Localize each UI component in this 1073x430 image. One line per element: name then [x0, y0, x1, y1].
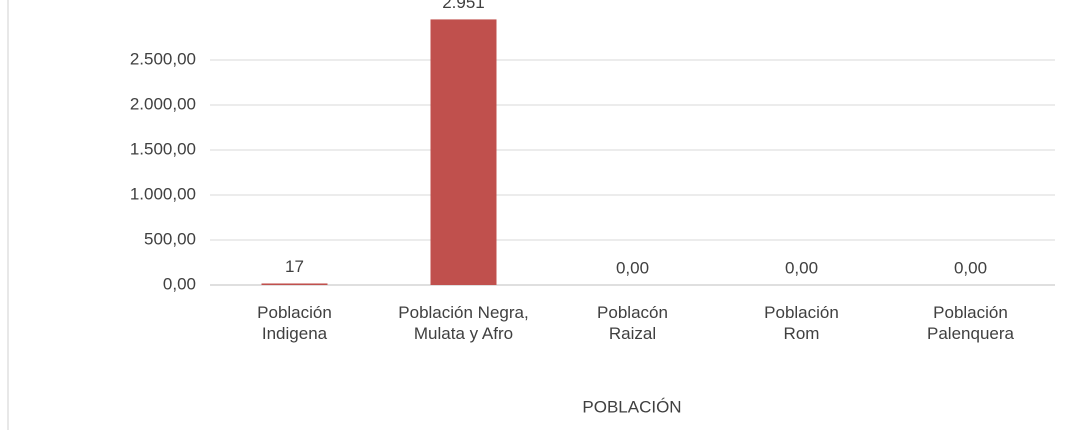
bar [261, 283, 328, 285]
y-tick-label: 0,00 [163, 274, 196, 293]
x-tick-label: Población Palenquera [927, 303, 1014, 343]
value-label: 0,00 [954, 258, 987, 277]
x-tick-label: Población Negra, Mulata y Afro [398, 303, 529, 343]
x-axis-label: POBLACIÓN [582, 397, 681, 416]
value-label: 0,00 [785, 258, 818, 277]
y-tick-label: 1.500,00 [130, 139, 196, 158]
value-label: 0,00 [616, 258, 649, 277]
x-tick-label: Poblacón Raizal [597, 303, 668, 343]
x-tick-label: Población Rom [764, 303, 839, 343]
x-tick-label: Población Indigena [257, 303, 332, 343]
y-tick-label: 500,00 [144, 229, 196, 248]
y-tick-label: 1.000,00 [130, 184, 196, 203]
y-tick-label: 2.000,00 [130, 94, 196, 113]
y-tick-label: 2.500,00 [130, 49, 196, 68]
value-label: 17 [285, 257, 304, 276]
bar [430, 19, 497, 285]
value-label: 2.951 [442, 0, 485, 12]
